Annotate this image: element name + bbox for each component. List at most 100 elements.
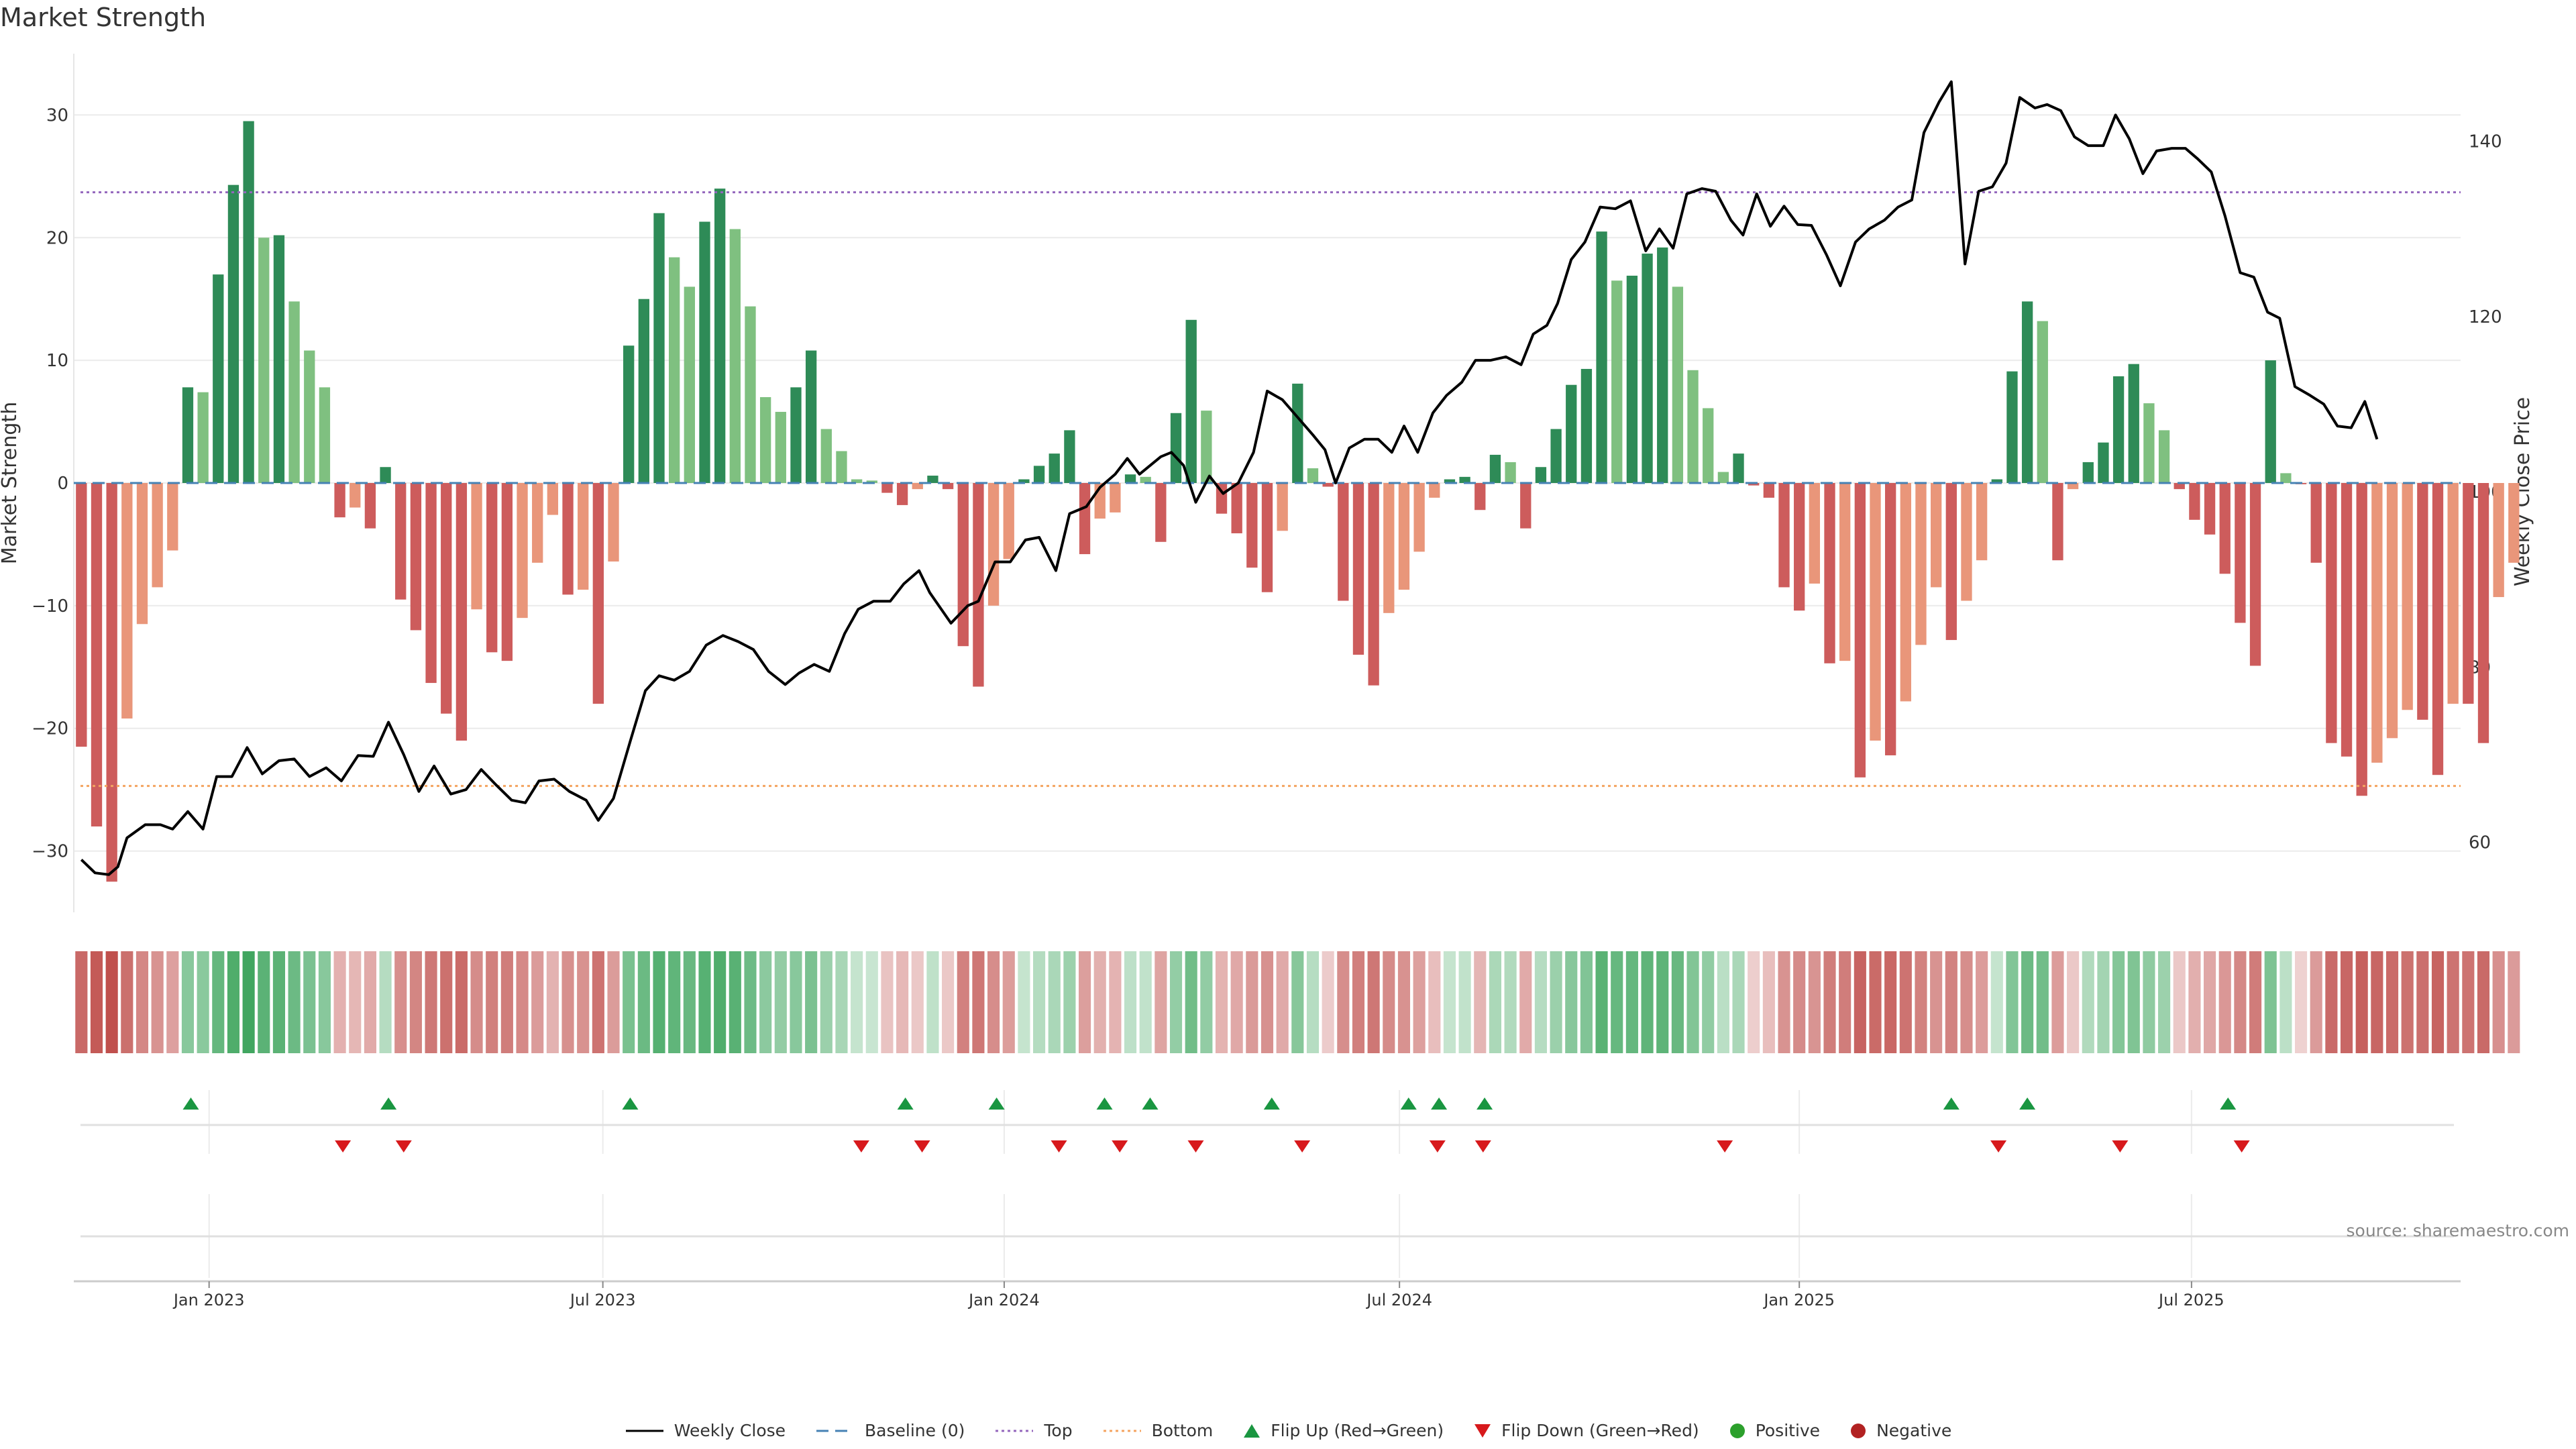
heat-strip-cell — [1656, 951, 1669, 1053]
heat-strip-cell — [2508, 951, 2520, 1053]
strength-bar — [2417, 483, 2428, 720]
strength-bar — [836, 451, 847, 483]
heat-strip-cell — [2462, 951, 2475, 1053]
heat-strip-cell — [1550, 951, 1562, 1053]
heat-strip-cell — [835, 951, 848, 1053]
strength-bar — [2112, 376, 2125, 483]
strength-bar — [866, 480, 877, 483]
heat-strip-cell — [1002, 951, 1015, 1053]
strength-bar — [486, 483, 498, 653]
heat-strip-cell — [637, 951, 650, 1053]
heat-strip-cell — [1519, 951, 1532, 1053]
heat-strip-cell — [394, 951, 407, 1053]
strength-bar — [1870, 483, 1881, 741]
heat-strip-cell — [790, 951, 802, 1053]
strength-bar — [1170, 413, 1182, 483]
strength-bar — [1566, 384, 1577, 483]
legend-label-flip-down: Flip Down (Green→Red) — [1501, 1421, 1699, 1440]
strength-bar — [1596, 231, 1607, 483]
strength-bar — [1626, 275, 1638, 483]
heat-strip-cell — [2036, 951, 2049, 1053]
heat-strip-cell — [2082, 951, 2094, 1053]
heat-strip-cell — [1899, 951, 1912, 1053]
heat-strip-cell — [1534, 951, 1547, 1053]
y2-tick-label: 140 — [2469, 132, 2502, 152]
strength-bar — [1383, 483, 1395, 613]
flip-up-triangle-icon — [1244, 1424, 1260, 1438]
heat-strip-cell — [151, 951, 164, 1053]
heat-strip-cell — [2006, 951, 2019, 1053]
heat-strip-cell — [926, 951, 939, 1053]
x-tick-label: Jan 2025 — [1762, 1291, 1835, 1309]
strength-bar — [1580, 368, 1593, 483]
y-tick-label: 0 — [57, 474, 68, 494]
heat-strip-cell — [1018, 951, 1030, 1053]
strength-bar — [973, 483, 984, 687]
strength-bar — [669, 257, 680, 483]
strength-bar — [2128, 364, 2139, 483]
strength-bar — [1033, 466, 1045, 483]
flip-down-marker — [1474, 1140, 1491, 1152]
strength-bar — [243, 121, 254, 484]
strength-bar — [881, 483, 893, 493]
flip-down-marker — [2233, 1140, 2250, 1152]
y-tick-label: 30 — [46, 105, 68, 125]
strength-bar — [1185, 319, 1197, 483]
y-tick-label: 20 — [46, 228, 68, 248]
flip-down-marker — [1112, 1140, 1128, 1152]
heat-strip-cell — [668, 951, 681, 1053]
strength-bar — [1976, 483, 1988, 561]
heat-strip-cell — [470, 951, 483, 1053]
strength-bar — [1429, 483, 1440, 498]
heat-strip-cell — [364, 951, 376, 1053]
heat-strip-cell — [2431, 951, 2445, 1053]
strength-bar — [121, 483, 133, 719]
strength-bar — [1794, 483, 1805, 611]
strength-bar — [152, 483, 163, 588]
heat-strip-cell — [1808, 951, 1821, 1053]
y-tick-label: 10 — [46, 351, 68, 371]
heat-strip-cell — [1474, 951, 1487, 1053]
heat-strip-cell — [805, 951, 818, 1053]
strength-bar — [1778, 483, 1790, 588]
heat-strip-cell — [1352, 951, 1365, 1053]
strength-bar — [441, 483, 452, 714]
heat-strip-cell — [1717, 951, 1729, 1053]
heat-strip-cell — [2355, 951, 2368, 1053]
heat-strip-cell — [455, 951, 468, 1053]
heat-strip-cell — [1565, 951, 1578, 1053]
heat-strip-cell — [181, 951, 195, 1053]
heat-strip-cell — [1869, 951, 1882, 1053]
heat-strip-cell — [90, 951, 103, 1053]
legend-item-baseline: Baseline (0) — [815, 1421, 965, 1440]
heat-strip-cell — [2158, 951, 2171, 1053]
strength-bar — [684, 286, 695, 483]
strength-bar — [1140, 476, 1151, 483]
strength-bar — [1763, 483, 1775, 498]
strength-bar — [304, 350, 315, 483]
heat-strip-cell — [425, 951, 437, 1053]
strength-bar — [2371, 483, 2383, 763]
flip-up-marker — [1477, 1097, 1493, 1110]
strength-bar — [2174, 483, 2185, 490]
heat-strip-cell — [546, 951, 559, 1053]
strength-bar — [1489, 454, 1501, 483]
flip-down-marker — [1990, 1140, 2007, 1152]
strength-bar — [517, 483, 528, 619]
heat-strip-cell — [1580, 951, 1593, 1053]
heat-strip-cell — [1322, 951, 1334, 1053]
heat-strip-cell — [2401, 951, 2414, 1053]
heat-strip-cell — [2447, 951, 2459, 1053]
heat-strip-cell — [1413, 951, 1426, 1053]
strength-bar — [2219, 483, 2231, 574]
strength-bar — [1505, 462, 1516, 483]
heat-strip-cell — [1793, 951, 1806, 1053]
strength-bar — [1352, 483, 1364, 655]
heat-strip-cell — [227, 951, 240, 1053]
heat-strip-cell — [1625, 951, 1638, 1053]
strength-bar — [2402, 483, 2413, 710]
legend-label-baseline: Baseline (0) — [865, 1421, 965, 1440]
strength-bar — [653, 213, 665, 483]
heat-strip-cell — [957, 951, 969, 1053]
